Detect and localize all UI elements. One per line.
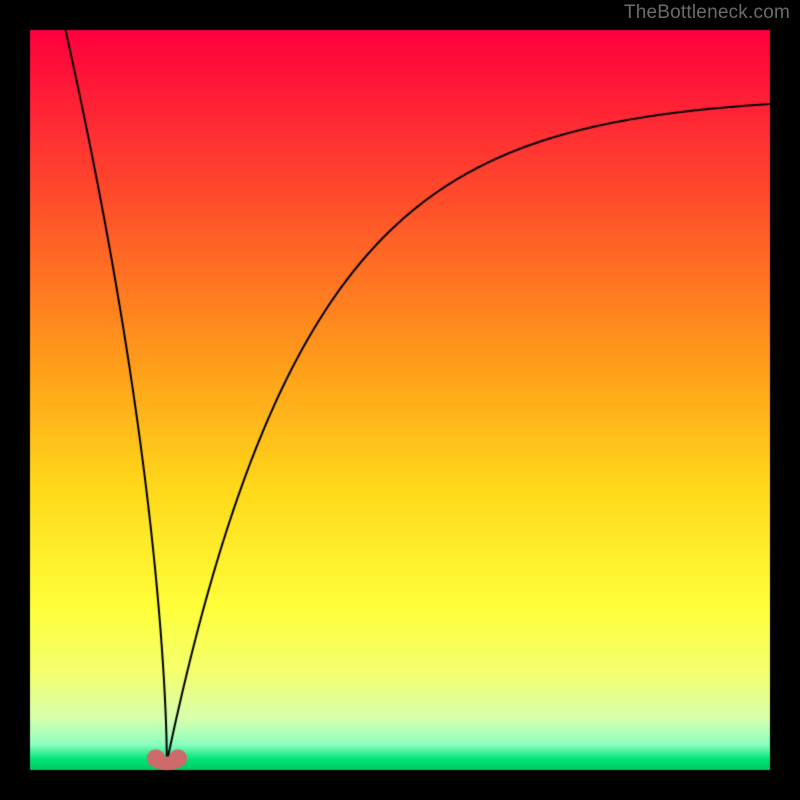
bottleneck-chart: [0, 0, 800, 800]
watermark-text: TheBottleneck.com: [624, 2, 790, 24]
